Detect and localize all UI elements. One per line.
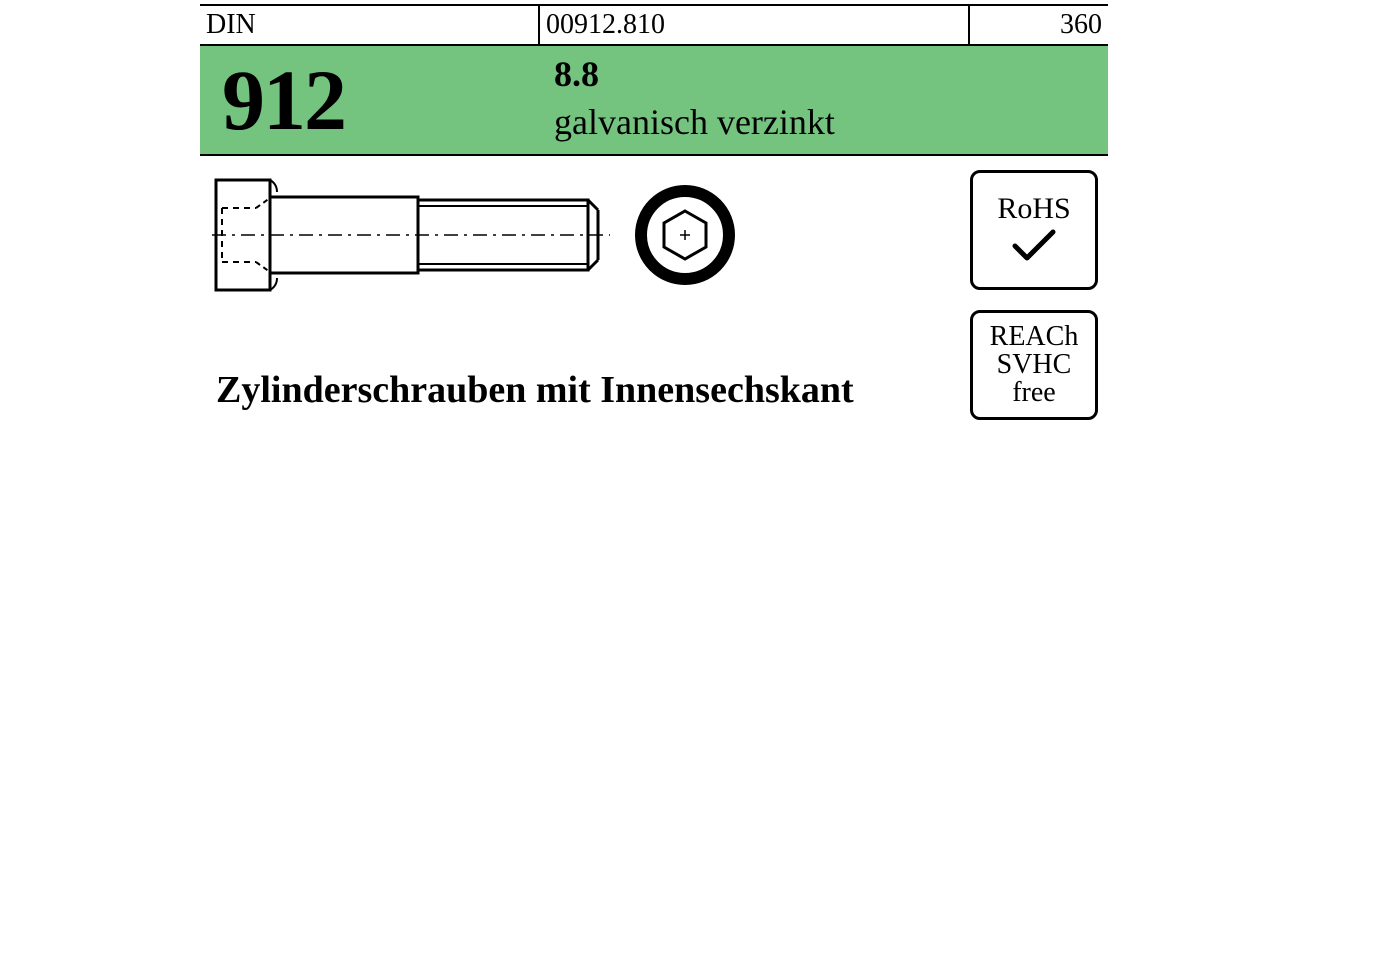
reach-badge: REACh SVHC free	[970, 310, 1098, 420]
cert-column: RoHS REACh SVHC free	[970, 170, 1098, 420]
spec-card: DIN 00912.810 360 912 8.8 galvanisch ver…	[200, 4, 1108, 432]
bolt-end-icon	[630, 180, 740, 290]
reach-line2: SVHC	[997, 351, 1072, 379]
diagram-row	[212, 170, 1096, 300]
green-right: 8.8 galvanisch verzinkt	[540, 46, 1108, 154]
right-number: 360	[970, 6, 1108, 44]
check-icon	[1009, 226, 1059, 266]
din-label: DIN	[200, 6, 540, 44]
finish-text: galvanisch verzinkt	[554, 101, 1108, 143]
product-code: 00912.810	[540, 6, 970, 44]
reach-line3: free	[1012, 379, 1056, 407]
bolt-side-icon	[212, 170, 612, 300]
rohs-label: RoHS	[997, 194, 1070, 224]
standard-number: 912	[200, 46, 540, 154]
product-title: Zylinderschrauben mit Innensechskant	[216, 368, 1096, 412]
diagram-area: RoHS REACh SVHC free Zylinderschrauben m…	[200, 156, 1108, 432]
reach-line1: REACh	[990, 323, 1079, 351]
rohs-badge: RoHS	[970, 170, 1098, 290]
green-row: 912 8.8 galvanisch verzinkt	[200, 46, 1108, 156]
strength-grade: 8.8	[554, 53, 1108, 95]
header-row: DIN 00912.810 360	[200, 4, 1108, 46]
